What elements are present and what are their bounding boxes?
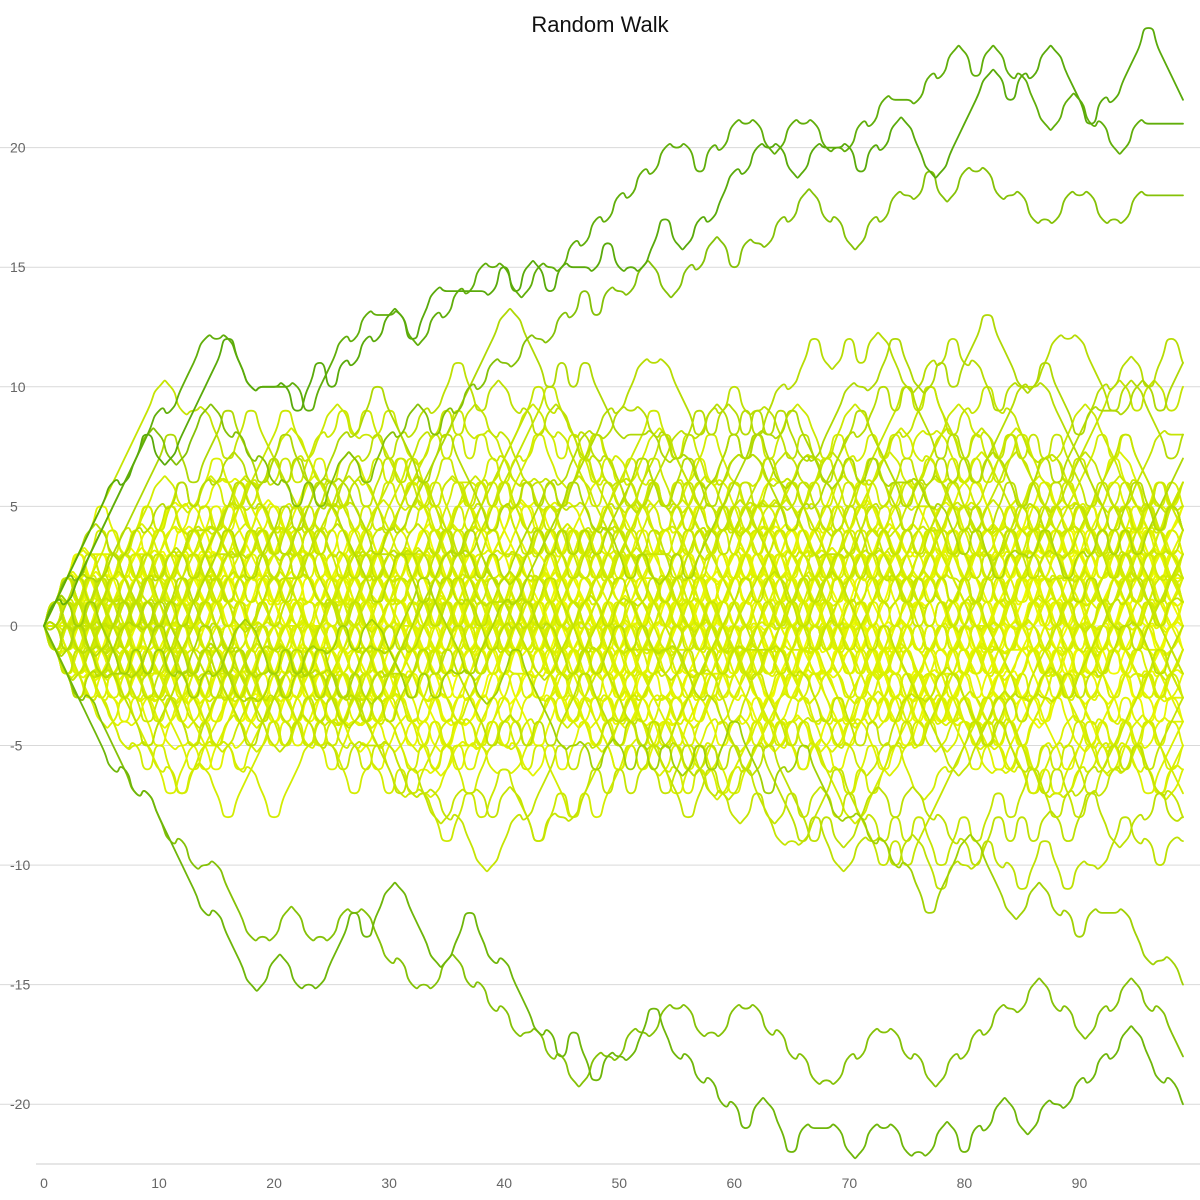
series-line bbox=[43, 625, 1184, 1088]
series-line bbox=[43, 331, 1184, 657]
y-tick-label: 15 bbox=[10, 259, 26, 275]
y-tick-label: -10 bbox=[10, 857, 30, 873]
x-tick-label: 40 bbox=[496, 1175, 512, 1191]
series-line bbox=[43, 594, 1184, 986]
x-tick-label: 20 bbox=[266, 1175, 282, 1191]
x-tick-label: 70 bbox=[842, 1175, 858, 1191]
series-line bbox=[43, 385, 1184, 634]
series-line bbox=[43, 27, 1184, 627]
series-line bbox=[43, 427, 1184, 753]
x-tick-label: 0 bbox=[40, 1175, 48, 1191]
y-tick-labels: 20 15 10 5 0 -5 -10 -15 -20 bbox=[10, 140, 30, 1113]
x-tick-label: 10 bbox=[151, 1175, 167, 1191]
series-line bbox=[43, 553, 1184, 890]
y-tick-label: -5 bbox=[10, 737, 23, 753]
series-group bbox=[43, 27, 1184, 1160]
x-tick-label: 50 bbox=[611, 1175, 627, 1191]
y-tick-label: 5 bbox=[10, 498, 18, 514]
series-line bbox=[43, 553, 1184, 873]
series-line bbox=[43, 334, 1184, 627]
series-line bbox=[43, 338, 1184, 705]
series-line bbox=[43, 314, 1184, 703]
x-tick-label: 30 bbox=[381, 1175, 397, 1191]
series-line bbox=[43, 166, 1184, 627]
series-line bbox=[43, 409, 1184, 657]
series-line bbox=[43, 385, 1184, 651]
y-tick-label: -15 bbox=[10, 977, 30, 993]
series-line bbox=[43, 379, 1184, 681]
y-tick-label: 20 bbox=[10, 140, 26, 156]
series-line bbox=[43, 601, 1184, 798]
y-tick-label: 10 bbox=[10, 379, 26, 395]
series-line bbox=[43, 427, 1184, 699]
y-tick-label: -20 bbox=[10, 1096, 30, 1112]
series-line bbox=[43, 307, 1184, 631]
series-line bbox=[43, 625, 1184, 1160]
x-tick-label: 90 bbox=[1072, 1175, 1088, 1191]
series-line bbox=[43, 385, 1184, 634]
x-tick-labels: 0 10 20 30 40 50 60 70 80 90 bbox=[40, 1175, 1087, 1191]
y-tick-label: 0 bbox=[10, 618, 18, 634]
series-line bbox=[43, 433, 1184, 819]
series-line bbox=[43, 451, 1184, 777]
x-tick-label: 60 bbox=[727, 1175, 743, 1191]
series-line bbox=[43, 385, 1184, 681]
chart-title: Random Walk bbox=[531, 12, 669, 37]
series-line bbox=[43, 362, 1184, 675]
x-tick-label: 80 bbox=[957, 1175, 973, 1191]
